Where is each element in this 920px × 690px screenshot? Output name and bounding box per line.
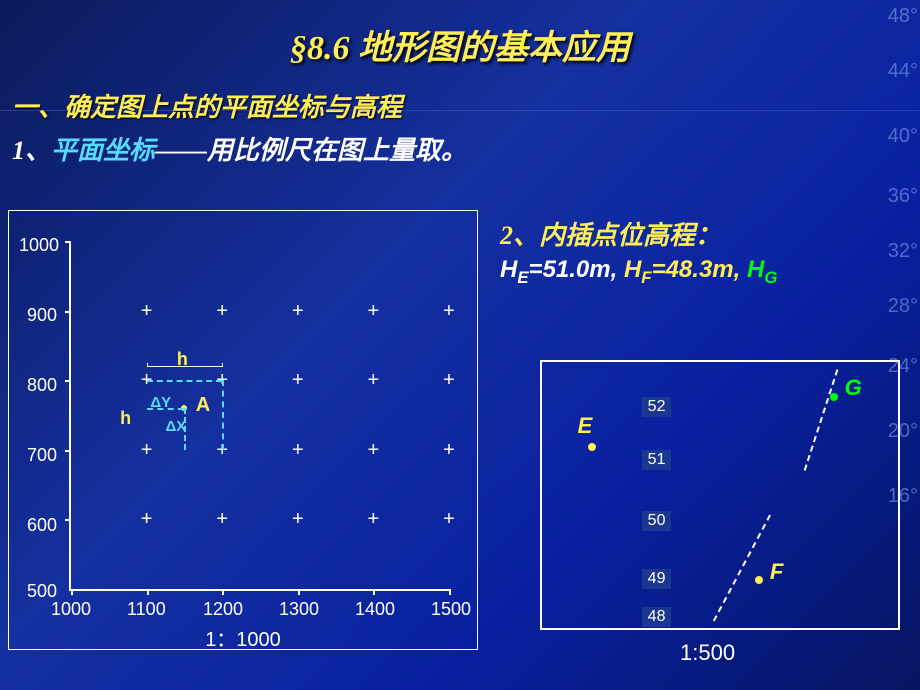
chart1-scale: 1：1000 xyxy=(9,623,477,652)
c-49: 49 xyxy=(642,569,672,589)
grid-cross: + xyxy=(443,509,455,529)
grid-cross: + xyxy=(443,301,455,321)
h2-b: ——用比例尺在图上量取。 xyxy=(155,136,467,165)
y-1000: 1000 xyxy=(19,235,59,256)
grid-cross: + xyxy=(443,370,455,390)
point-g: G xyxy=(845,375,862,401)
grid-cross: + xyxy=(368,370,380,390)
grid-cross: + xyxy=(216,301,228,321)
point-e: E xyxy=(578,413,593,439)
y-600: 600 xyxy=(27,515,57,536)
right-l1: 2、内插点位高程： xyxy=(500,215,777,252)
h-left: h xyxy=(120,408,131,429)
grid-cross: + xyxy=(292,509,304,529)
point-f: F xyxy=(770,559,783,585)
c-52: 52 xyxy=(642,397,672,417)
grid-cross: + xyxy=(368,440,380,460)
delta-x: ΔX xyxy=(166,418,187,435)
bg-deg-28: 28° xyxy=(888,295,918,318)
grid-cross: + xyxy=(368,301,380,321)
chart-1-box: 1000 900 800 700 600 500 1000 1100 1200 … xyxy=(8,210,478,650)
bg-deg-32: 32° xyxy=(888,240,918,263)
hg: HG xyxy=(747,256,777,283)
x-1500: 1500 xyxy=(431,599,471,620)
point-g-dot xyxy=(830,393,838,401)
chart-2-box: 52 51 50 49 48 E F G xyxy=(540,360,900,630)
c-48: 48 xyxy=(642,607,672,627)
right-heading: 2、内插点位高程： HE=51.0m, HF=48.3m, HG xyxy=(500,215,777,288)
x-1100: 1100 xyxy=(127,599,166,620)
grid-cross: + xyxy=(292,440,304,460)
c-51: 51 xyxy=(642,450,672,470)
chart-1-plot: ++++++++++++++++++++ h h A ΔY ΔX xyxy=(69,241,449,591)
heading-1: 一、确定图上点的平面坐标与高程 xyxy=(0,69,920,124)
point-f-dot xyxy=(755,576,763,584)
grid-cross: + xyxy=(141,301,153,321)
grid-cross: + xyxy=(216,509,228,529)
y-800: 800 xyxy=(27,375,57,396)
bg-deg-44: 44° xyxy=(888,60,918,83)
grid-cross: + xyxy=(443,440,455,460)
c-50: 50 xyxy=(642,511,672,531)
h2-a: 平面坐标 xyxy=(51,136,155,165)
x-1300: 1300 xyxy=(279,599,319,620)
point-a: A xyxy=(196,394,210,417)
hf: HF=48.3m, xyxy=(624,256,747,283)
grid-cross: + xyxy=(292,370,304,390)
heading-2: 1、平面坐标——用比例尺在图上量取。 xyxy=(0,124,920,167)
grid-cross: + xyxy=(141,509,153,529)
x-1000: 1000 xyxy=(51,599,91,620)
grid-cross: + xyxy=(368,509,380,529)
y-900: 900 xyxy=(27,305,57,326)
y-700: 700 xyxy=(27,445,57,466)
point-e-dot xyxy=(588,443,596,451)
chart2-scale: 1:500 xyxy=(680,640,735,666)
grid-cross: + xyxy=(141,440,153,460)
x-1400: 1400 xyxy=(355,599,395,620)
bg-deg-36: 36° xyxy=(888,185,918,208)
h2-num: 1、 xyxy=(12,136,51,165)
page-title: §8.6 地形图的基本应用 xyxy=(290,30,630,67)
grid-cross: + xyxy=(292,301,304,321)
bg-deg-40: 40° xyxy=(888,125,918,148)
x-1200: 1200 xyxy=(203,599,243,620)
bg-deg-48: 48° xyxy=(888,5,918,28)
he: HE=51.0m, xyxy=(500,256,624,283)
